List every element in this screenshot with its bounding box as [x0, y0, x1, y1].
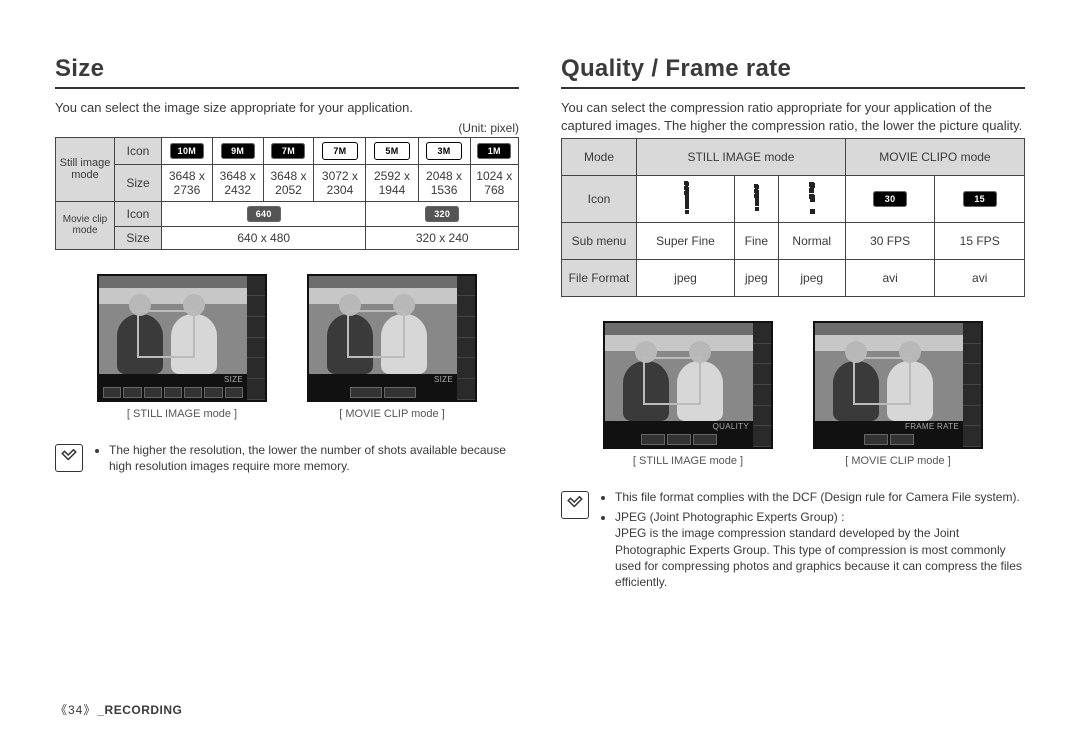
- quality-intro: You can select the compression ratio app…: [561, 99, 1025, 134]
- size-icon-badge: 7M: [271, 143, 305, 159]
- size-cell: 3648 x 2736: [162, 164, 213, 201]
- note-icon: [561, 491, 589, 519]
- movie-size-cell: 320 x 240: [366, 226, 519, 249]
- quality-icon-cell: [637, 176, 735, 223]
- screenshot-caption: [ MOVIE CLIP mode ]: [813, 455, 983, 467]
- size-icon-badge: 7M: [322, 142, 358, 160]
- fileformat-label: File Format: [562, 260, 637, 297]
- size-icon-cell: 1M: [470, 137, 518, 164]
- quality-note: This file format complies with the DCF (…: [561, 489, 1025, 594]
- size-note: The higher the resolution, the lower the…: [55, 442, 519, 478]
- fine-icon: [753, 183, 759, 199]
- submenu-label: Sub menu: [562, 223, 637, 260]
- size-icon-cell: 5M: [366, 137, 418, 164]
- camera-lcd-mock: QUALITY: [603, 321, 773, 449]
- lcd-bar-label: SIZE: [434, 375, 453, 384]
- icon-label: Icon: [562, 176, 637, 223]
- size-icon-badge: 9M: [221, 143, 255, 159]
- fps-icon-badge: 15: [963, 191, 997, 207]
- fps-icon-badge: 30: [873, 191, 907, 207]
- size-icon-cell: 10M: [162, 137, 213, 164]
- size-cell: 3648 x 2052: [263, 164, 314, 201]
- movie-mode-header: MOVIE CLIPO mode: [845, 139, 1024, 176]
- format-cell: avi: [845, 260, 935, 297]
- movie-clip-mode-header: Movie clip mode: [56, 201, 115, 249]
- movie-icon-badge: 640: [247, 206, 281, 222]
- screenshot-caption: [ MOVIE CLIP mode ]: [307, 408, 477, 420]
- quality-heading: Quality / Frame rate: [561, 55, 1025, 89]
- movie-icon-cell: 320: [366, 201, 519, 226]
- still-mode-header: STILL IMAGE mode: [637, 139, 846, 176]
- normal-icon: [808, 181, 815, 200]
- camera-lcd-mock: SIZE: [97, 274, 267, 402]
- size-icon-badge: 5M: [374, 142, 410, 160]
- format-cell: jpeg: [778, 260, 845, 297]
- submenu-cell: Super Fine: [637, 223, 735, 260]
- lcd-bar-label: FRAME RATE: [905, 422, 959, 431]
- size-heading: Size: [55, 55, 519, 89]
- size-cell: 3072 x 2304: [314, 164, 366, 201]
- format-cell: jpeg: [637, 260, 735, 297]
- size-intro: You can select the image size appropriat…: [55, 99, 519, 117]
- size-icon-badge: 1M: [477, 143, 511, 159]
- size-table: Still image mode Icon 10M 9M 7M 7M 5M 3M…: [55, 137, 519, 250]
- movie-icon-badge: 320: [425, 206, 459, 222]
- mode-label: Mode: [562, 139, 637, 176]
- quality-icon-cell: [778, 176, 845, 223]
- size-icon-cell: 7M: [263, 137, 314, 164]
- camera-lcd-mock: FRAME RATE: [813, 321, 983, 449]
- note-item: The higher the resolution, the lower the…: [109, 442, 519, 474]
- quality-section: Quality / Frame rate You can select the …: [561, 55, 1025, 594]
- quality-table: Mode STILL IMAGE mode MOVIE CLIPO mode I…: [561, 138, 1025, 297]
- quality-screenshots: QUALITY [ STILL IMAGE mode ] FRAME RATE: [561, 321, 1025, 467]
- submenu-cell: 15 FPS: [935, 223, 1025, 260]
- submenu-cell: Fine: [735, 223, 779, 260]
- submenu-cell: Normal: [778, 223, 845, 260]
- row-icon-label: Icon: [115, 137, 162, 164]
- superfine-icon: [683, 180, 689, 196]
- row-size-label: Size: [115, 164, 162, 201]
- row-size-label: Size: [115, 226, 162, 249]
- size-cell: 2592 x 1944: [366, 164, 418, 201]
- size-icon-cell: 7M: [314, 137, 366, 164]
- still-image-mode-header: Still image mode: [56, 137, 115, 201]
- lcd-bar-label: SIZE: [224, 375, 243, 384]
- section-name: _RECORDING: [97, 703, 182, 717]
- quality-icon-cell: 15: [935, 176, 1025, 223]
- size-icon-badge: 10M: [170, 143, 204, 159]
- submenu-cell: 30 FPS: [845, 223, 935, 260]
- size-icon-cell: 3M: [418, 137, 470, 164]
- size-cell: 2048 x 1536: [418, 164, 470, 201]
- screenshot-movie: FRAME RATE [ MOVIE CLIP mode ]: [813, 321, 983, 467]
- movie-size-cell: 640 x 480: [162, 226, 366, 249]
- size-icon-badge: 3M: [426, 142, 462, 160]
- size-cell: 1024 x 768: [470, 164, 518, 201]
- screenshot-still: QUALITY [ STILL IMAGE mode ]: [603, 321, 773, 467]
- screenshot-caption: [ STILL IMAGE mode ]: [603, 455, 773, 467]
- note-icon: [55, 444, 83, 472]
- screenshot-still: SIZE [ STILL IMAGE mode ]: [97, 274, 267, 420]
- size-icon-cell: 9M: [212, 137, 263, 164]
- lcd-bar-label: QUALITY: [713, 422, 749, 431]
- quality-icon-cell: 30: [845, 176, 935, 223]
- format-cell: avi: [935, 260, 1025, 297]
- unit-label: (Unit: pixel): [55, 121, 519, 135]
- size-screenshots: SIZE [ STILL IMAGE mode ] SIZE: [55, 274, 519, 420]
- row-icon-label: Icon: [115, 201, 162, 226]
- quality-icon-cell: [735, 176, 779, 223]
- screenshot-caption: [ STILL IMAGE mode ]: [97, 408, 267, 420]
- format-cell: jpeg: [735, 260, 779, 297]
- page-number: 《34》: [55, 703, 96, 717]
- note-item: This file format complies with the DCF (…: [615, 489, 1025, 505]
- note-item: JPEG (Joint Photographic Experts Group) …: [615, 509, 1025, 590]
- size-cell: 3648 x 2432: [212, 164, 263, 201]
- movie-icon-cell: 640: [162, 201, 366, 226]
- size-section: Size You can select the image size appro…: [55, 55, 519, 594]
- screenshot-movie: SIZE [ MOVIE CLIP mode ]: [307, 274, 477, 420]
- page-footer: 《34》_RECORDING: [55, 701, 182, 718]
- camera-lcd-mock: SIZE: [307, 274, 477, 402]
